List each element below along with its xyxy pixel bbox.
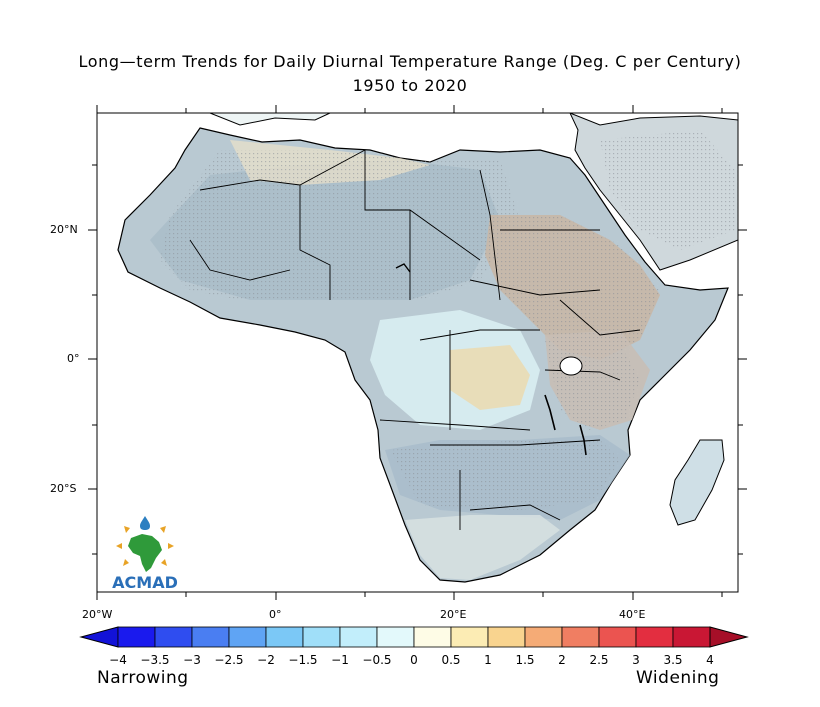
lat-label-20s: 20°S <box>50 482 77 495</box>
europe-land <box>209 113 331 126</box>
colorbar-bin <box>487 626 526 648</box>
colorbar-tick-label: 2.5 <box>589 653 609 667</box>
map-title: Long—term Trends for Daily Diurnal Tempe… <box>78 52 742 71</box>
colorbar-bin <box>672 626 711 648</box>
colorbar-bin <box>228 626 267 648</box>
lat-label-0: 0° <box>67 352 80 365</box>
map-subtitle: 1950 to 2020 <box>352 76 468 95</box>
lake-malawi <box>579 424 587 456</box>
lon-label-40e: 40°E <box>619 608 646 621</box>
south-africa-tint <box>405 515 560 580</box>
colorbar-bin <box>376 626 415 648</box>
lon-label-20e: 20°E <box>440 608 467 621</box>
colorbar-tick-label: −4 <box>109 653 127 667</box>
acmad-logo-text: ACMAD <box>112 573 178 592</box>
colorbar-bin <box>450 626 489 648</box>
lake-tanganyika <box>544 394 556 431</box>
madagascar-land <box>669 439 725 526</box>
colorbar-tick-label: −1.5 <box>288 653 318 667</box>
colorbar-tick-label: 1 <box>484 653 492 667</box>
axis-ticks <box>88 105 747 600</box>
widening-label: Widening <box>636 668 720 688</box>
lon-label-20w: 20°W <box>82 608 113 621</box>
colorbar-over-triangle <box>709 626 749 648</box>
colorbar-tick-label: 3.5 <box>663 653 683 667</box>
colorbar-tick-label: −2 <box>257 653 275 667</box>
colorbar-tick-label: 3 <box>632 653 640 667</box>
colorbar-bin <box>524 626 563 648</box>
colorbar-bin <box>413 626 452 648</box>
colorbar-tick-label: 0.5 <box>441 653 461 667</box>
colorbar-bin <box>561 626 600 648</box>
colorbar-tick-label: 2 <box>558 653 566 667</box>
colorbar-bin <box>598 626 637 648</box>
colorbar-tick-label: 0 <box>410 653 418 667</box>
colorbar-tick-label: −0.5 <box>362 653 392 667</box>
central-beige-tint <box>450 345 530 410</box>
colorbar-bin <box>302 626 341 648</box>
colorbar-bin <box>635 626 674 648</box>
colorbar-bin <box>117 626 156 648</box>
colorbar-tick-label: −3 <box>183 653 201 667</box>
colorbar-under-triangle <box>79 626 119 648</box>
colorbar <box>79 626 749 648</box>
lat-label-20n: 20°N <box>50 223 78 236</box>
lon-label-0: 0° <box>269 608 282 621</box>
colorbar-bin <box>154 626 193 648</box>
country-borders <box>189 149 641 530</box>
colorbar-bin <box>339 626 378 648</box>
lake-chad <box>395 263 411 273</box>
lake-victoria <box>559 356 583 376</box>
map-frame <box>96 112 739 593</box>
acmad-logo: ACMAD <box>104 512 186 592</box>
colorbar-tick-label: −2.5 <box>214 653 244 667</box>
colorbar-bin <box>191 626 230 648</box>
colorbar-tick-label: −3.5 <box>140 653 170 667</box>
colorbar-tick-label: 1.5 <box>515 653 535 667</box>
colorbar-tick-label: −1 <box>331 653 349 667</box>
colorbar-bin <box>265 626 304 648</box>
narrowing-label: Narrowing <box>97 668 189 688</box>
significance-stipple <box>160 130 735 510</box>
colorbar-tick-label: 4 <box>706 653 714 667</box>
